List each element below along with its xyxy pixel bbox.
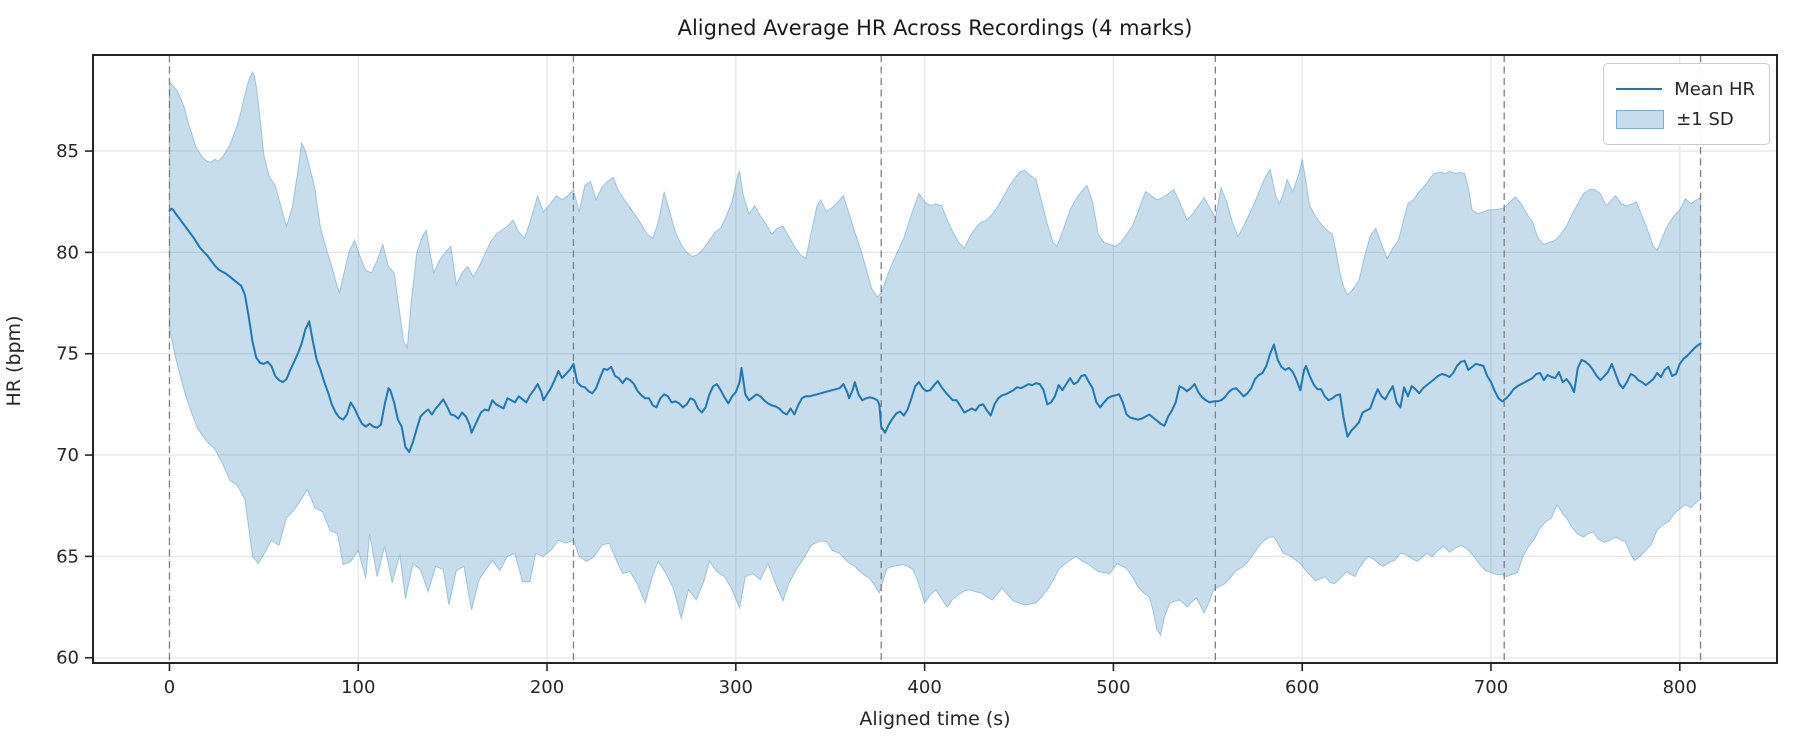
chart-title: Aligned Average HR Across Recordings (4 … bbox=[677, 16, 1193, 40]
y-tick-label-65: 65 bbox=[56, 546, 79, 567]
legend-item-sd-band: ±1 SD bbox=[1616, 104, 1755, 134]
x-tick-label-700: 700 bbox=[1474, 677, 1508, 698]
plot-border bbox=[92, 54, 1778, 664]
legend-patch-sample bbox=[1616, 109, 1665, 129]
sd-band-area bbox=[169, 70, 1701, 637]
x-tick-label-600: 600 bbox=[1285, 677, 1319, 698]
y-axis-label: HR (bpm) bbox=[3, 315, 25, 407]
y-tick-label-80: 80 bbox=[56, 242, 79, 263]
x-tick-label-400: 400 bbox=[907, 677, 941, 698]
legend: Mean HR ±1 SD bbox=[1603, 63, 1770, 145]
legend-item-mean-hr: Mean HR bbox=[1616, 74, 1755, 104]
mean-hr-line bbox=[168, 207, 1702, 453]
legend-line-sample bbox=[1616, 88, 1663, 90]
y-tick-label-70: 70 bbox=[56, 445, 79, 466]
x-tick-label-500: 500 bbox=[1096, 677, 1130, 698]
y-tick-label-75: 75 bbox=[56, 344, 79, 365]
legend-label-mean-hr: Mean HR bbox=[1674, 78, 1755, 100]
x-tick-label-200: 200 bbox=[530, 677, 564, 698]
x-tick-label-800: 800 bbox=[1663, 677, 1697, 698]
x-tick-label-100: 100 bbox=[341, 677, 375, 698]
legend-label-sd-band: ±1 SD bbox=[1676, 108, 1734, 130]
x-axis-label: Aligned time (s) bbox=[859, 708, 1011, 730]
y-tick-label-85: 85 bbox=[56, 141, 79, 162]
x-tick-label-300: 300 bbox=[719, 677, 753, 698]
y-tick-label-60: 60 bbox=[56, 648, 79, 669]
x-tick-label-0: 0 bbox=[164, 677, 175, 698]
